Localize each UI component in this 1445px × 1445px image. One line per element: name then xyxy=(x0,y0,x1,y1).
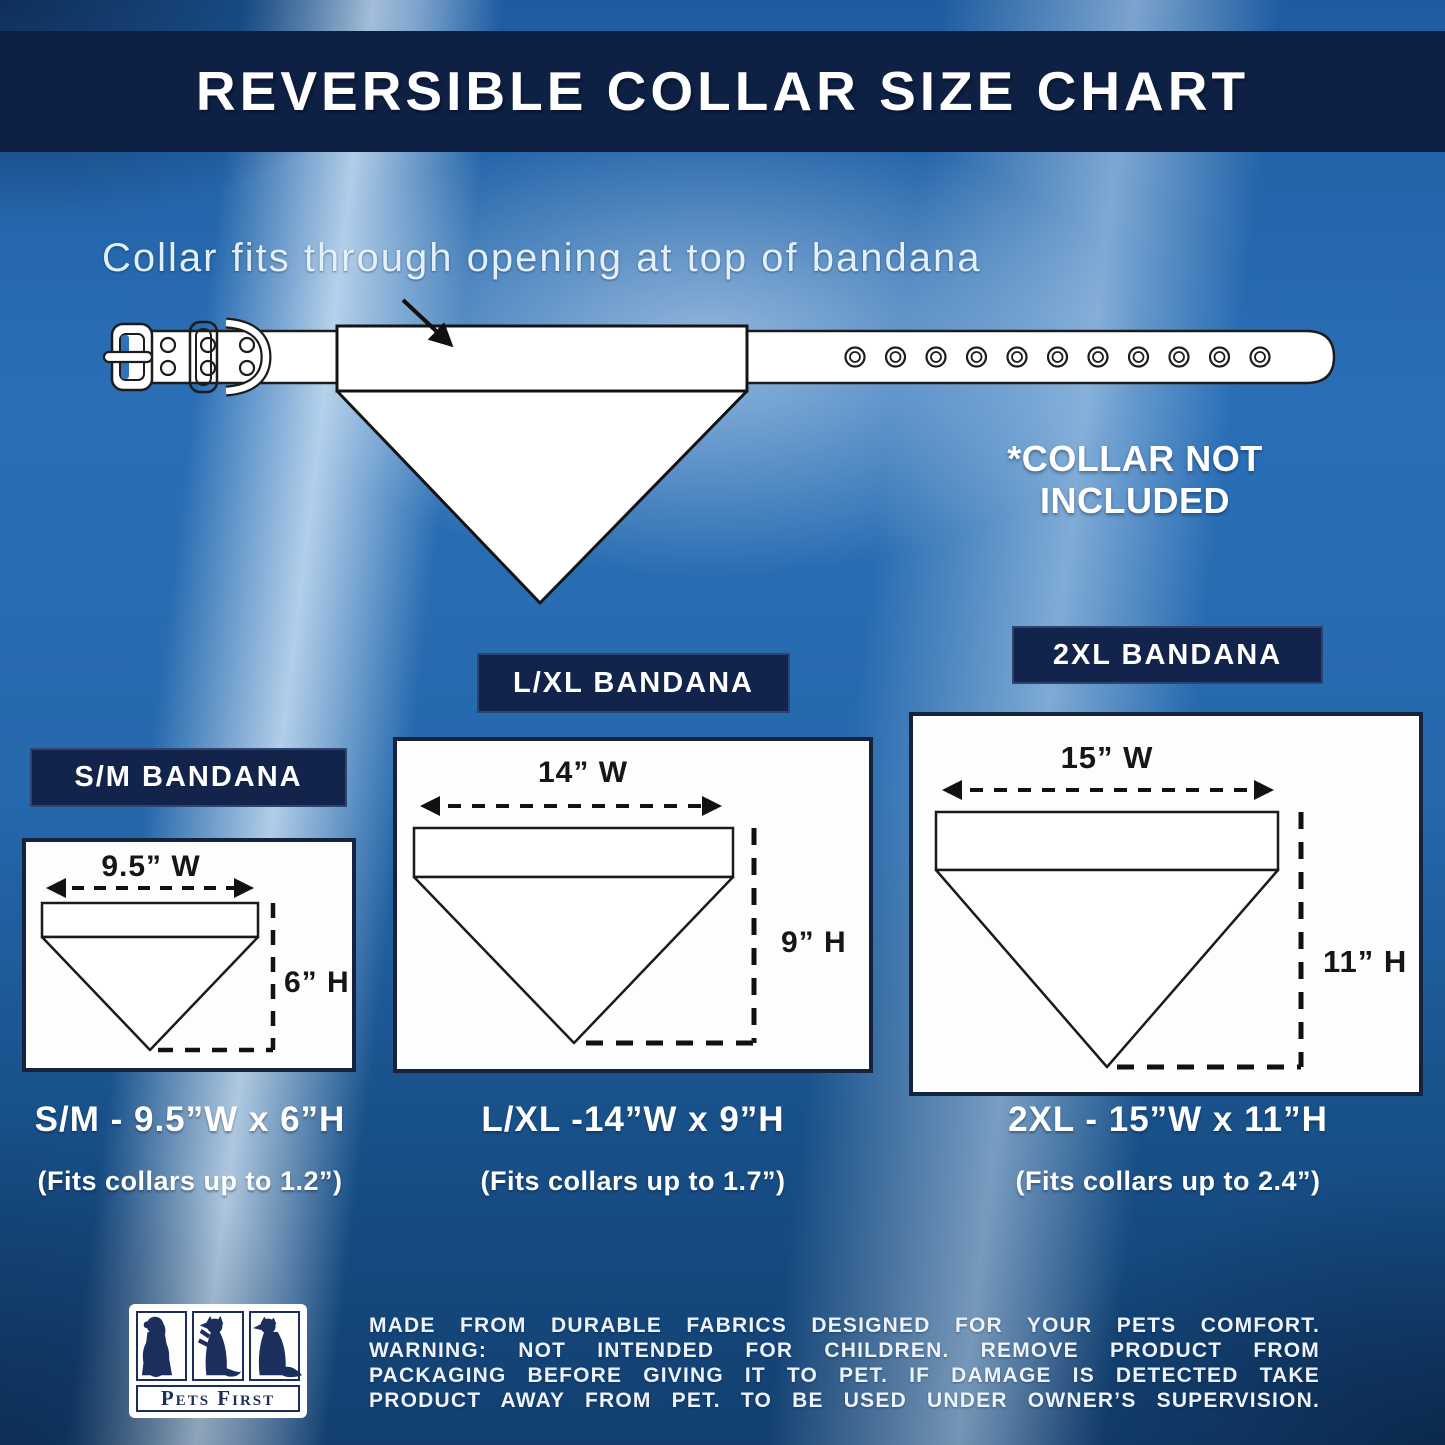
lxl-diagram xyxy=(412,796,757,1046)
logo-dog-panels xyxy=(136,1311,302,1381)
bandana-triangle xyxy=(412,875,735,1045)
collar-not-included-note: *COLLAR NOT INCLUDED xyxy=(1007,438,1263,521)
warning-text: MADE FROM DURABLE FABRICS DESIGNED FOR Y… xyxy=(369,1313,1320,1413)
dog-silhouette-2-icon xyxy=(192,1311,244,1381)
sm-fits: (Fits collars up to 1.2”) xyxy=(37,1166,343,1196)
sm-summary: S/M - 9.5”W x 6”H xyxy=(34,1100,346,1139)
size-label-2xl: 2XL BANDANA xyxy=(1012,626,1323,684)
collar-eyelets xyxy=(844,346,1271,368)
warning-line: WARNING: NOT INTENDED FOR CHILDREN. REMO… xyxy=(369,1339,1320,1362)
dog-silhouette-3-icon xyxy=(248,1311,302,1381)
warning-line: MADE FROM DURABLE FABRICS DESIGNED FOR Y… xyxy=(369,1314,1320,1337)
warning-line: PRODUCT AWAY FROM PET. TO BE USED UNDER … xyxy=(369,1389,1320,1412)
collar-strap-right xyxy=(745,329,1336,385)
size-label-lxl: L/XL BANDANA xyxy=(477,653,790,713)
collar-keeper-loop xyxy=(188,320,219,394)
2xl-width-label: 15” W xyxy=(1060,740,1154,775)
logo-wordmark: Pets First xyxy=(136,1385,300,1412)
collar-d-ring xyxy=(225,317,272,397)
bandana-band xyxy=(934,810,1280,872)
collar-buckle xyxy=(102,322,154,392)
bandana-triangle xyxy=(934,868,1280,1069)
size-panel-lxl: 14” W 9” H xyxy=(393,737,873,1073)
bandana-triangle xyxy=(335,389,749,605)
dog-silhouette-1-icon xyxy=(136,1311,188,1381)
sm-height-label: 6” H xyxy=(284,966,350,999)
lxl-summary: L/XL -14”W x 9”H xyxy=(481,1100,785,1139)
2xl-diagram xyxy=(934,780,1304,1070)
bandana-band xyxy=(412,826,735,879)
bandana-band xyxy=(40,901,260,939)
sm-diagram xyxy=(40,878,276,1053)
2xl-fits: (Fits collars up to 2.4”) xyxy=(1015,1166,1321,1196)
2xl-summary: 2XL - 15”W x 11”H xyxy=(1008,1100,1328,1139)
collar-caption: Collar fits through opening at top of ba… xyxy=(102,236,982,280)
bandana-sleeve xyxy=(335,324,749,393)
bandana-triangle xyxy=(40,935,260,1052)
2xl-height-label: 11” H xyxy=(1323,944,1408,979)
pets-first-logo: Pets First xyxy=(129,1304,307,1418)
collar-strap-left xyxy=(126,329,342,385)
size-panel-2xl: 15” W 11” H xyxy=(909,712,1423,1096)
page-title: REVERSIBLE COLLAR SIZE CHART xyxy=(195,60,1250,122)
warning-line: PACKAGING BEFORE GIVING IT TO PET. IF DA… xyxy=(369,1364,1320,1387)
lxl-height-label: 9” H xyxy=(781,926,847,959)
sm-width-label: 9.5” W xyxy=(101,850,201,883)
lxl-width-label: 14” W xyxy=(537,756,629,789)
lxl-fits: (Fits collars up to 1.7”) xyxy=(480,1166,786,1196)
pointer-arrow xyxy=(401,298,454,348)
strap-holes xyxy=(159,336,256,377)
size-panel-sm: 9.5” W 6” H xyxy=(22,838,356,1072)
header-band: REVERSIBLE COLLAR SIZE CHART xyxy=(0,31,1445,152)
size-label-sm: S/M BANDANA xyxy=(30,748,347,807)
